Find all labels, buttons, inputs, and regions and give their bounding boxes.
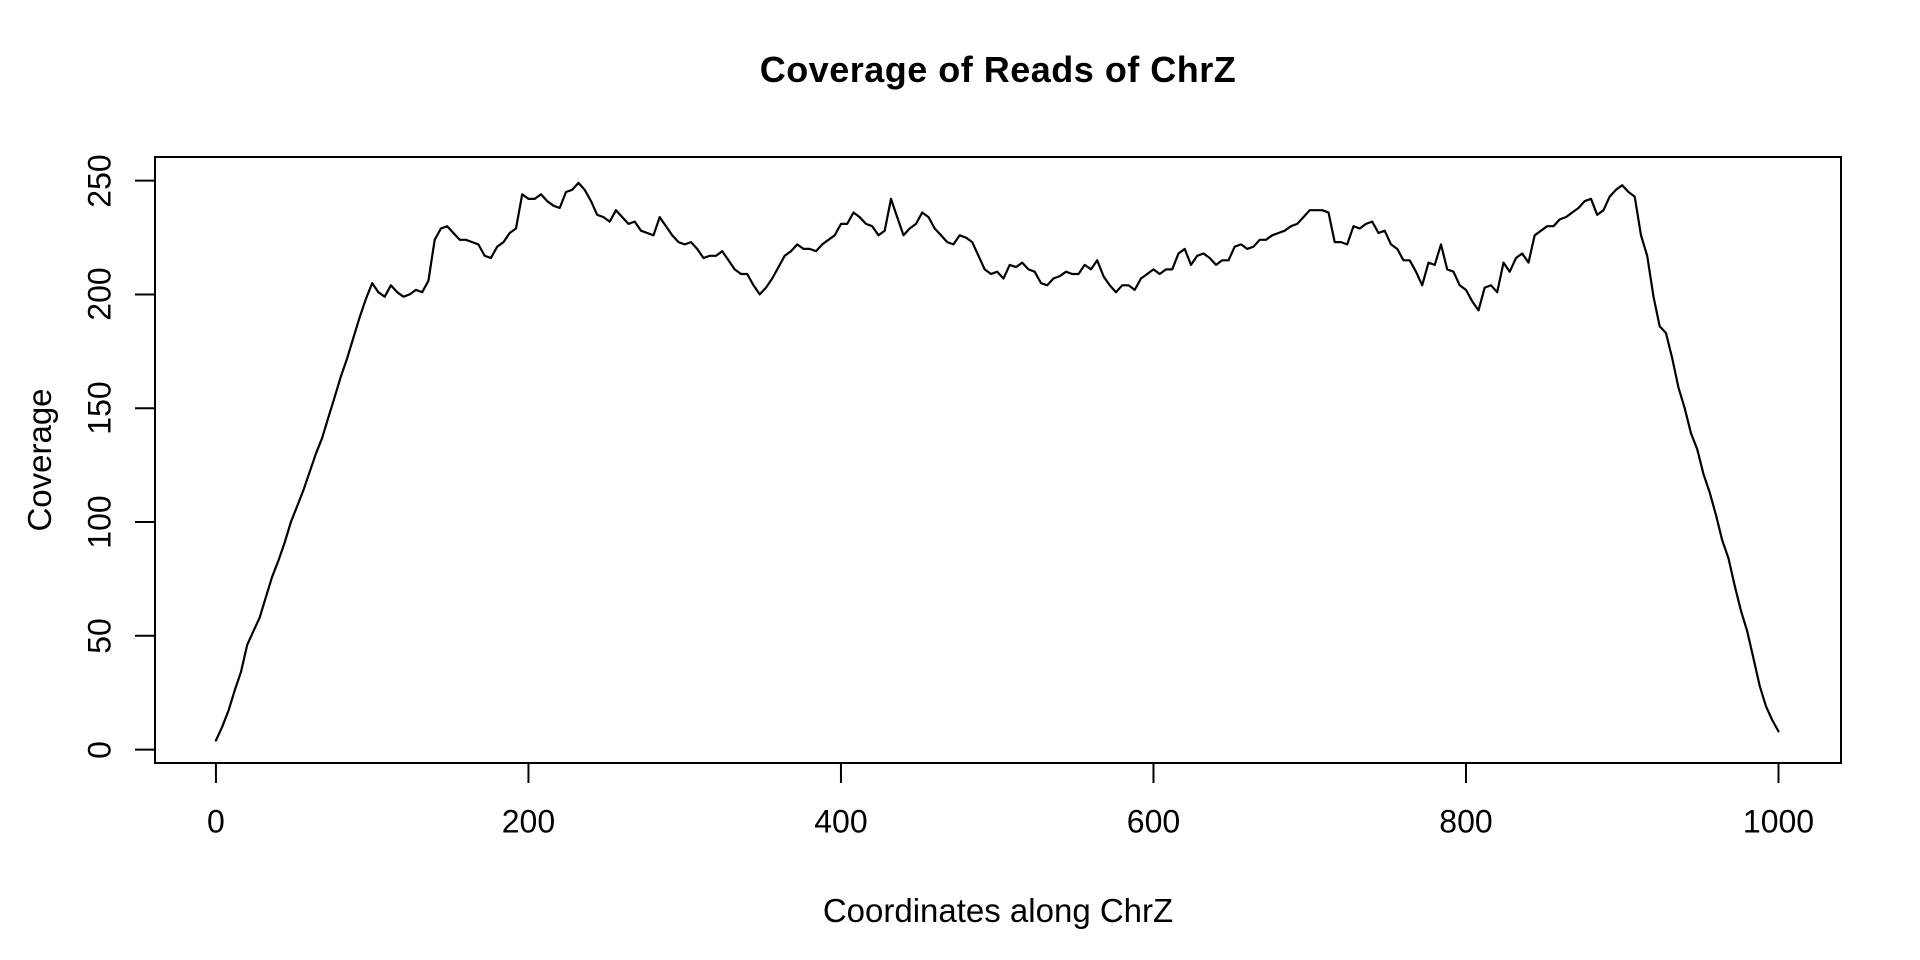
- coverage-line-series: [214, 181, 1780, 742]
- x-tick-label: 800: [1439, 803, 1493, 840]
- x-tick-label: 600: [1126, 803, 1181, 840]
- y-tick-label: 50: [81, 617, 118, 654]
- x-tick-label: 200: [501, 803, 556, 840]
- y-tick-label: 100: [81, 495, 118, 549]
- y-tick-label: 200: [81, 267, 118, 322]
- y-tick-label: 250: [81, 153, 118, 208]
- x-tick-label: 400: [814, 803, 868, 840]
- y-tick-label: 0: [81, 740, 118, 759]
- x-axis-title: Coordinates along ChrZ: [822, 892, 1174, 929]
- chart-title: Coverage of Reads of ChrZ: [759, 49, 1237, 90]
- plot-box: [154, 156, 1842, 764]
- y-tick-label: 150: [81, 381, 118, 435]
- x-tick-label: 0: [207, 803, 225, 840]
- y-axis-title: Coverage: [21, 388, 58, 532]
- x-tick-label: 1000: [1742, 803, 1815, 840]
